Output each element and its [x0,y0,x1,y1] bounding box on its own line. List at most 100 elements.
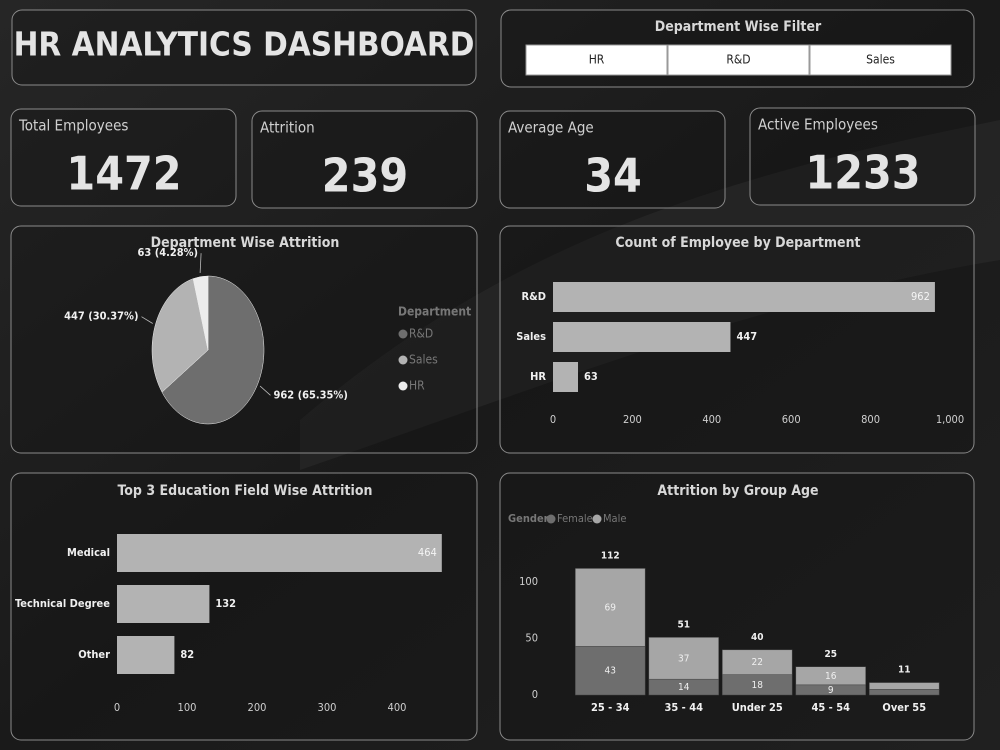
x-tick-label: Over 55 [882,701,926,714]
legend-label: R&D [409,327,433,341]
category-label: Medical [67,546,110,559]
pie-slice [151,278,209,393]
x-tick-label: 100 [178,701,197,714]
data-label: 464 [418,546,437,559]
kpi-card [251,110,478,209]
data-label: 9 [828,685,834,696]
kpi-label: Attrition [260,119,315,137]
bar [553,362,579,392]
bar-segment [869,689,940,696]
total-label: 51 [677,619,690,630]
data-label: 447 (30.37%) [64,310,138,323]
data-label: 63 (4.28%) [137,246,198,259]
filter-label[interactable]: Sales [866,53,895,67]
dashboard-title: HR ANALYTICS DASHBOARD [14,25,475,64]
x-tick-label: 400 [702,413,721,426]
data-label: 14 [678,682,690,693]
data-label: 18 [752,680,764,691]
kpi-label: Active Employees [758,116,878,134]
chart-title: Department Wise Attrition [151,235,340,251]
legend-marker [398,355,408,365]
bar [117,636,175,674]
filter-label[interactable]: HR [589,53,605,67]
data-label: 22 [752,657,763,668]
bar [117,534,442,572]
chart-title: Attrition by Group Age [657,483,818,499]
x-tick-label: 600 [782,413,801,426]
category-label: R&D [522,290,546,303]
legend-marker [592,514,602,524]
data-label: 69 [605,602,617,613]
total-label: 112 [601,550,620,561]
filter-button[interactable] [809,44,952,76]
kpi-value: 239 [322,149,408,203]
pie-slice [192,275,209,351]
kpi-label: Average Age [508,119,594,137]
bar-segment [575,646,646,696]
filter-button[interactable] [667,44,810,76]
data-label: 132 [215,597,236,610]
header-panel [11,9,477,86]
data-label: 447 [736,330,757,343]
x-tick-label: 1,000 [936,413,964,426]
total-label: 25 [824,649,837,660]
x-tick-label: 25 - 34 [591,701,630,714]
x-tick-label: 200 [623,413,642,426]
kpi-card [10,108,237,207]
data-label: 962 (65.35%) [273,388,347,401]
x-tick-label: 200 [248,701,267,714]
legend-label: Male [603,512,626,525]
data-label: 43 [605,666,616,677]
data-label: 16 [825,671,837,682]
legend-marker [546,514,556,524]
data-label: 37 [678,653,689,664]
bar-segment [648,637,719,680]
label-leader [199,253,202,274]
legend-marker [398,329,408,339]
bar-segment [722,649,793,675]
x-tick-label: 45 - 54 [811,701,850,714]
bar-segment [795,666,866,686]
category-label: HR [530,370,546,383]
bar-segment [869,682,940,690]
data-label: 63 [584,370,598,383]
x-tick-label: 35 - 44 [664,701,703,714]
category-label: Technical Degree [15,597,110,610]
x-tick-label: 0 [114,701,120,714]
filter-label[interactable]: R&D [726,53,750,67]
x-tick-label: 0 [550,413,556,426]
legend-label: Female [557,512,593,525]
total-label: 11 [898,665,911,676]
kpi-value: 34 [584,149,642,203]
legend-title: Department [398,305,471,319]
bar [553,322,731,352]
y-tick-label: 0 [532,688,538,701]
legend-title: Gender [508,512,549,525]
bar [117,585,210,623]
pie-slice [161,275,265,425]
x-tick-label: 800 [861,413,880,426]
legend-label: HR [409,379,425,393]
x-tick-label: 400 [388,701,407,714]
x-tick-label: 300 [318,701,337,714]
filter-button[interactable] [525,44,668,76]
kpi-value: 1233 [805,146,920,200]
y-tick-label: 50 [525,632,538,645]
label-leader [141,316,153,324]
total-label: 40 [751,632,764,643]
legend-label: Sales [409,353,438,367]
filter-title: Department Wise Filter [655,19,822,35]
category-label: Sales [516,330,546,343]
kpi-value: 1472 [66,147,181,201]
label-leader [259,385,271,396]
data-label: 962 [911,290,930,303]
bar-segment [575,568,646,647]
chart-title: Count of Employee by Department [615,235,860,251]
kpi-label: Total Employees [18,117,128,135]
kpi-card [499,110,726,209]
data-label: 82 [180,648,194,661]
kpi-card [749,107,976,206]
category-label: Other [78,648,110,661]
